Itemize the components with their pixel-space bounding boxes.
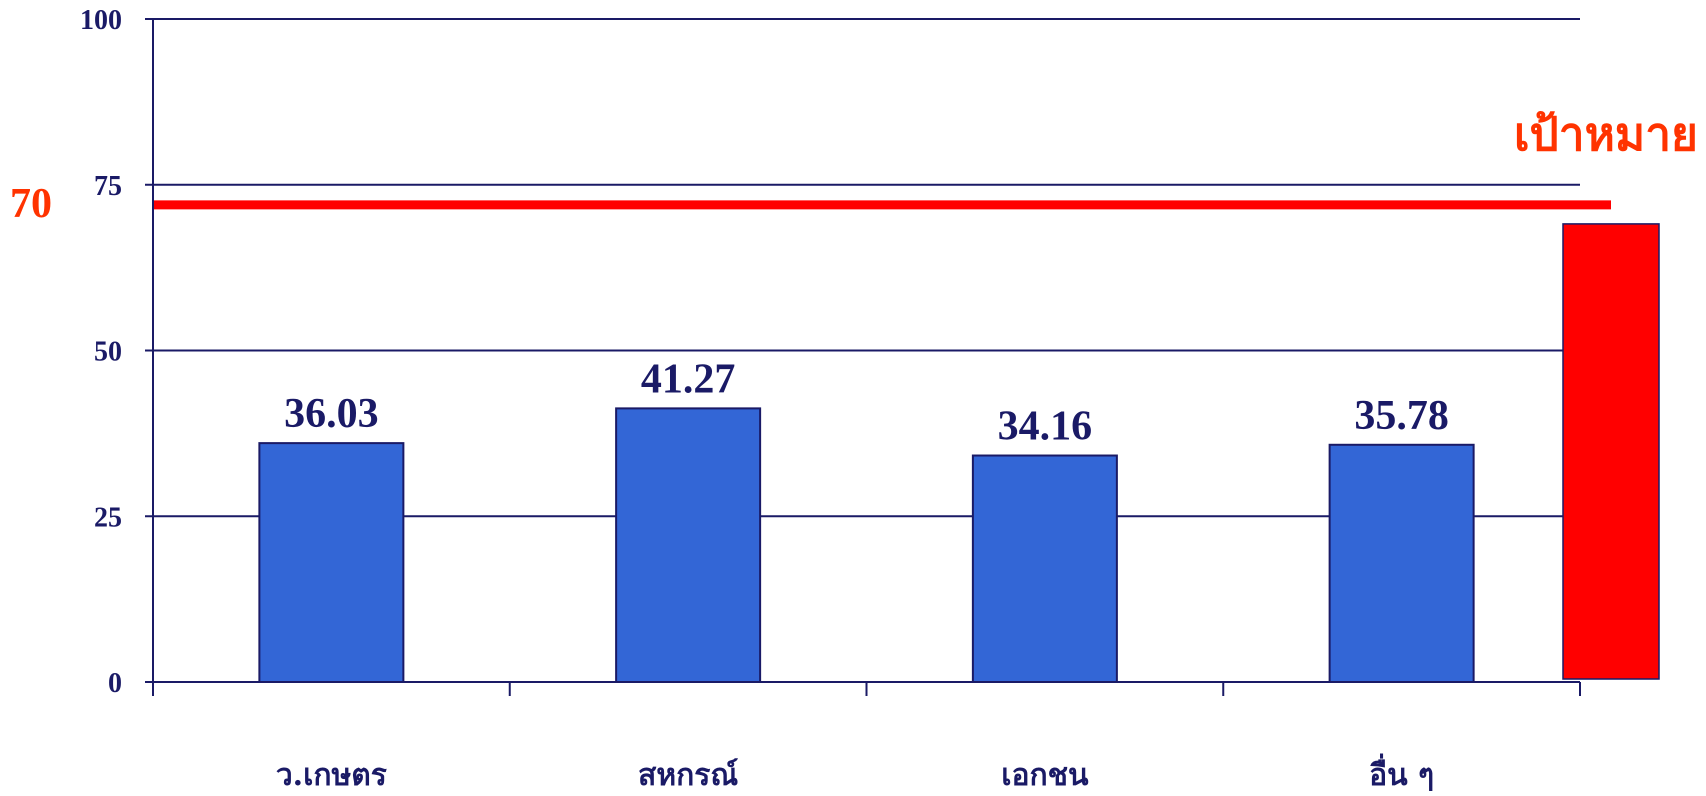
bar-value-label: 36.03 <box>284 391 379 437</box>
x-category-label: เอกชน <box>1001 758 1089 793</box>
y-tick-label: 0 <box>108 668 122 699</box>
target-value-label: 70 <box>10 181 52 227</box>
y-tick-label: 25 <box>94 502 122 533</box>
target-group: 70 เป้าหมาย <box>10 107 1698 680</box>
bar <box>615 407 762 683</box>
y-tick-label: 100 <box>80 5 122 36</box>
bars: 36.03 41.27 34.16 35.78 <box>258 356 1475 683</box>
axes <box>152 19 1581 696</box>
bar-value-label: 34.16 <box>998 404 1093 450</box>
x-axis-labels: ว.เกษตร สหกรณ์ เอกชน อื่น ๆ <box>276 753 1434 793</box>
bar-value-label: 41.27 <box>641 356 736 402</box>
y-axis-ticks: 0 25 50 75 100 <box>80 5 153 699</box>
x-category-label: อื่น ๆ <box>1369 753 1434 793</box>
bar <box>258 442 405 683</box>
x-category-label: สหกรณ์ <box>638 758 738 793</box>
x-category-label: ว.เกษตร <box>276 758 387 793</box>
y-tick-label: 50 <box>94 337 122 368</box>
target-label: เป้าหมาย <box>1514 107 1698 161</box>
gridlines <box>153 18 1580 518</box>
bar <box>1328 443 1475 683</box>
bar-value-label: 35.78 <box>1354 393 1449 439</box>
bar <box>971 454 1118 683</box>
y-tick-label: 75 <box>94 171 122 202</box>
target-bar <box>1562 223 1660 680</box>
